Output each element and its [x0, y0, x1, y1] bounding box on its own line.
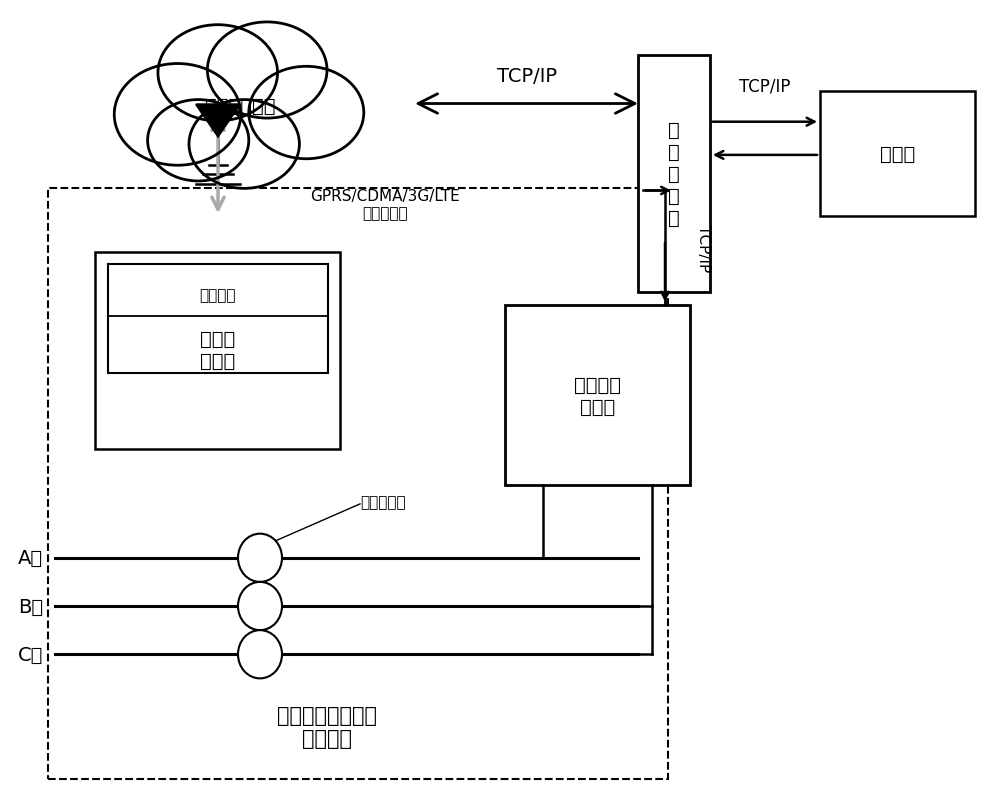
Circle shape [158, 26, 278, 122]
Circle shape [207, 22, 327, 119]
Bar [48, 189, 668, 779]
Ellipse shape [238, 630, 282, 679]
Text: GPRS/CDMA/3G/LTE
等无线网络: GPRS/CDMA/3G/LTE 等无线网络 [310, 189, 460, 221]
Text: TCP/IP: TCP/IP [497, 67, 557, 86]
Bar [505, 305, 690, 486]
Text: 服务器: 服务器 [880, 145, 915, 164]
Text: A相: A相 [18, 548, 43, 568]
Bar [95, 253, 340, 450]
Text: 故障传感器: 故障传感器 [360, 495, 406, 509]
Text: TCP/IP: TCP/IP [739, 77, 791, 96]
Bar [638, 56, 710, 293]
Ellipse shape [238, 534, 282, 582]
Polygon shape [196, 105, 240, 137]
Text: 网
络
交
换
机: 网 络 交 换 机 [668, 121, 680, 228]
Bar [820, 92, 975, 217]
Text: 公共通信网络: 公共通信网络 [205, 97, 275, 116]
Text: C相: C相 [18, 645, 43, 664]
Ellipse shape [238, 582, 282, 630]
Circle shape [189, 100, 299, 190]
Text: 无线模块: 无线模块 [200, 287, 236, 303]
Text: B相: B相 [18, 597, 43, 616]
Text: TCP/IP: TCP/IP [696, 225, 710, 271]
Circle shape [114, 64, 241, 166]
Bar [108, 265, 328, 373]
Text: 配电线路故障指示
成套装置: 配电线路故障指示 成套装置 [277, 705, 377, 748]
Circle shape [148, 100, 249, 181]
Circle shape [249, 67, 364, 160]
Text: 远传通
信终端: 远传通 信终端 [200, 329, 236, 370]
Text: 特征波形
发生器: 特征波形 发生器 [574, 375, 621, 416]
